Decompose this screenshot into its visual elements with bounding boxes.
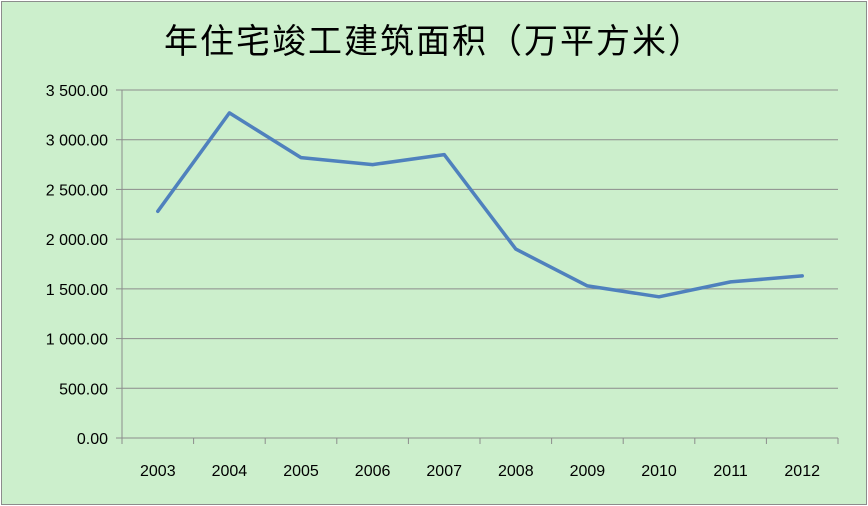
x-tick-label: 2008 [498, 463, 534, 480]
y-tick-label: 1 500.00 [46, 282, 108, 299]
x-tick-label: 2007 [426, 463, 462, 480]
data-point [227, 111, 231, 115]
data-point [800, 274, 804, 278]
x-tick-label: 2004 [212, 463, 248, 480]
series-group [156, 111, 804, 299]
data-point [514, 247, 518, 251]
axes [116, 89, 839, 444]
y-tick-label: 2 000.00 [46, 232, 108, 249]
data-point [585, 284, 589, 288]
data-point [371, 163, 375, 167]
data-point [442, 153, 446, 157]
y-tick-label: 3 500.00 [46, 83, 108, 100]
data-point [299, 156, 303, 160]
data-point [657, 295, 661, 299]
y-tick-label: 0.00 [77, 431, 108, 448]
y-tick-label: 1 000.00 [46, 332, 108, 349]
data-point [729, 280, 733, 284]
x-tick-label: 2011 [713, 463, 748, 480]
x-tick-label: 2003 [140, 463, 176, 480]
x-tick-label: 2005 [283, 463, 319, 480]
y-tick-label: 2 500.00 [46, 182, 108, 199]
x-tick-label: 2006 [355, 463, 391, 480]
x-tick-label: 2012 [784, 463, 820, 480]
x-tick-label: 2009 [570, 463, 606, 480]
x-tick-label: 2010 [641, 463, 677, 480]
series-line [156, 111, 804, 299]
y-tick-label: 3 000.00 [46, 133, 108, 150]
x-axis-labels: 2003 2004 2005 2006 2007 2008 2009 2010 2011 2012 [140, 463, 820, 480]
data-point [156, 209, 160, 213]
y-tick-label: 500.00 [59, 381, 108, 398]
chart-title: 年住宅竣工建筑面积（万平方米） [164, 22, 704, 62]
y-axis-labels: 0.00 500.00 1 000.00 1 500.00 2 000.00 2 500.… [46, 83, 108, 448]
gridlines [122, 89, 838, 389]
